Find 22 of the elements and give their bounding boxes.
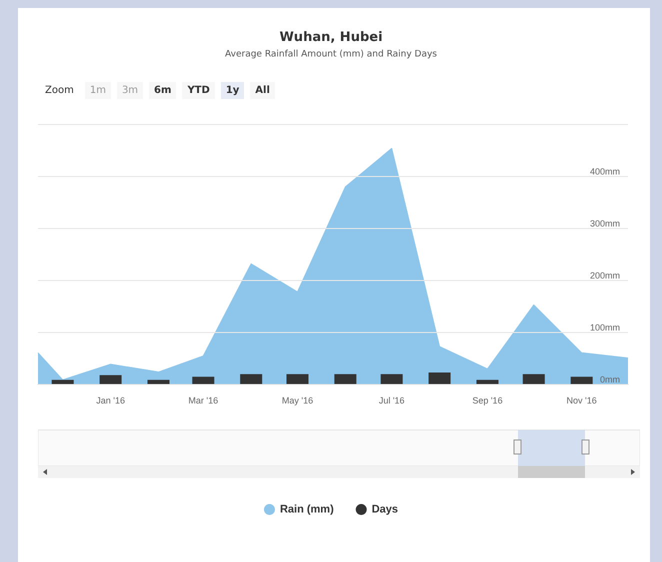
text: 1m	[84, 82, 111, 99]
text: All	[250, 82, 275, 99]
text: Zoom	[44, 84, 75, 98]
y-tick-label: 0mm	[600, 374, 620, 384]
text: 3m	[116, 82, 144, 99]
x-tick-label: Nov '16	[566, 396, 597, 406]
text: 6m	[149, 82, 176, 99]
y-tick-label: 400mm	[590, 166, 620, 176]
legend-label: Rain (mm)	[280, 504, 334, 516]
chart-title: Wuhan, Hubei	[279, 30, 383, 45]
text: 1y	[220, 82, 244, 99]
legend-label: Days	[372, 504, 398, 516]
y-tick-label: 300mm	[590, 218, 620, 228]
text: YTD	[182, 82, 215, 99]
x-tick-label: Mar '16	[188, 396, 218, 406]
y-tick-label: 200mm	[590, 270, 620, 280]
x-tick-label: Sep '16	[472, 396, 503, 406]
y-tick-label: 100mm	[590, 322, 620, 332]
x-tick-label: Jan '16	[96, 396, 125, 406]
x-tick-label: May '16	[282, 396, 314, 406]
chart-subtitle: Average Rainfall Amount (mm) and Rainy Days	[224, 50, 438, 60]
x-tick-label: Jul '16	[378, 396, 405, 406]
